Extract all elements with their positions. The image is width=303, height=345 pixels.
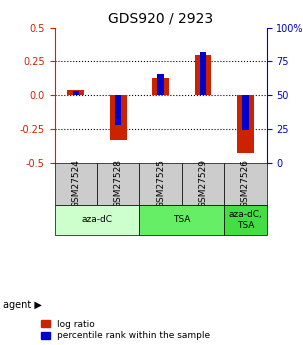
Text: GSM27525: GSM27525 [156,159,165,208]
Title: GDS920 / 2923: GDS920 / 2923 [108,11,213,25]
Bar [73,91,79,95]
FancyBboxPatch shape [55,163,97,205]
Bar [67,90,84,95]
Text: GSM27526: GSM27526 [241,159,250,208]
Bar [242,95,249,130]
Legend: log ratio, percentile rank within the sample: log ratio, percentile rank within the sa… [41,320,210,341]
FancyBboxPatch shape [139,205,224,235]
Bar [237,95,254,153]
Bar [158,73,164,95]
Bar [195,55,211,95]
Text: GSM27528: GSM27528 [114,159,123,208]
FancyBboxPatch shape [97,163,139,205]
FancyBboxPatch shape [224,205,267,235]
Text: aza-dC,
TSA: aza-dC, TSA [228,210,262,229]
Text: agent ▶: agent ▶ [3,300,42,310]
FancyBboxPatch shape [55,205,139,235]
Text: TSA: TSA [173,215,191,224]
Text: GSM27524: GSM27524 [71,159,80,208]
Bar [110,95,127,140]
Text: GSM27529: GSM27529 [198,159,208,208]
Bar [115,95,121,125]
Text: aza-dC: aza-dC [82,215,112,224]
FancyBboxPatch shape [182,163,224,205]
Bar [200,52,206,95]
Bar [152,78,169,95]
FancyBboxPatch shape [224,163,267,205]
FancyBboxPatch shape [139,163,182,205]
